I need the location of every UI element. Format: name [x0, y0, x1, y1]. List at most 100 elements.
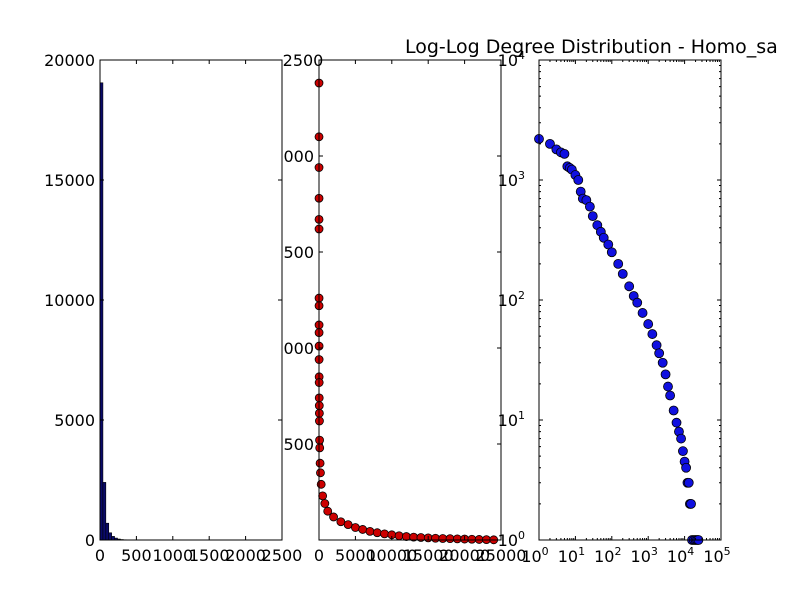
- scatter-point: [394, 531, 404, 541]
- loglog-point: [587, 211, 598, 222]
- x-tick-exponent: 5: [724, 545, 731, 558]
- loglog-point: [676, 433, 686, 444]
- y-tick-label: 0: [85, 531, 95, 550]
- y-tick-label: 103: [498, 169, 525, 190]
- y-tick-label: 500: [283, 243, 314, 262]
- loglog-point: [651, 340, 662, 351]
- scatter-point: [316, 468, 325, 478]
- histogram-bar: [111, 536, 115, 541]
- loglog-point: [606, 247, 617, 258]
- y-tick-base: 10: [498, 411, 518, 430]
- y-tick-base: 10: [498, 51, 518, 70]
- y-tick-label: 20000: [44, 51, 95, 70]
- loglog-point: [613, 258, 624, 269]
- loglog-point: [683, 477, 694, 488]
- loglog-point: [681, 462, 692, 473]
- y-tick-label: 100: [498, 529, 525, 550]
- x-tick-label: 0: [314, 546, 324, 565]
- y-tick-exponent: 4: [518, 49, 525, 62]
- scatter-point: [401, 532, 411, 541]
- x-tick-label: 25000: [476, 546, 527, 565]
- scatter-point: [320, 499, 330, 508]
- y-tick-label: 000: [283, 147, 314, 166]
- x-tick-label: 1500: [189, 546, 230, 565]
- y-tick-label: 104: [498, 49, 525, 70]
- x-tick-label: 15000: [403, 546, 454, 565]
- degree-scatter-panel: 0 500010000150002000025000500000500000250…: [283, 51, 527, 565]
- y-tick-exponent: 0: [518, 529, 525, 542]
- x-tick-label: 5000: [335, 546, 376, 565]
- y-tick-label: 5000: [54, 411, 95, 430]
- loglog-point: [660, 369, 671, 380]
- scatter-point: [431, 533, 440, 543]
- loglog-point: [545, 138, 555, 149]
- loglog-point: [668, 405, 679, 416]
- scatter-point: [316, 479, 326, 489]
- histogram-bar: [105, 522, 110, 541]
- x-tick-label: 1000: [152, 546, 193, 565]
- x-tick-exponent: 3: [651, 545, 658, 558]
- loglog-point: [559, 149, 570, 159]
- x-tick-label: 102: [594, 545, 621, 566]
- y-tick-base: 10: [498, 291, 518, 310]
- loglog-point: [657, 357, 668, 368]
- loglog-point: [573, 175, 584, 185]
- chart-title: Log-Log Degree Distribution - Homo_sa: [405, 36, 778, 58]
- x-tick-base: 10: [594, 547, 614, 566]
- x-tick-exponent: 1: [578, 545, 585, 558]
- scatter-point: [474, 535, 484, 544]
- y-tick-label: 500: [283, 435, 314, 454]
- x-tick-label: 0: [95, 546, 105, 565]
- x-tick-base: 10: [521, 547, 541, 566]
- x-tick-label: 104: [667, 545, 694, 566]
- loglog-point: [663, 381, 673, 392]
- loglog-point: [584, 201, 595, 212]
- loglog-point: [671, 417, 682, 428]
- x-tick-base: 10: [667, 547, 687, 566]
- scatter-point: [336, 517, 346, 527]
- x-tick-label: 101: [558, 545, 585, 566]
- scatter-point: [318, 491, 328, 501]
- x-tick-base: 10: [558, 547, 578, 566]
- loglog-point: [598, 232, 609, 243]
- loglog-point: [665, 390, 676, 401]
- y-tick-exponent: 1: [518, 409, 525, 422]
- scatter-point: [438, 534, 448, 543]
- scatter-point: [343, 520, 353, 530]
- y-tick-base: 10: [498, 531, 518, 550]
- loglog-point: [686, 498, 696, 509]
- y-tick-label: 10000: [44, 291, 95, 310]
- scatter-axes-frame: [318, 59, 502, 541]
- loglog-point: [617, 269, 628, 279]
- y-tick-label: 15000: [44, 171, 95, 190]
- scatter-point: [315, 458, 325, 468]
- histogram-bar: [108, 532, 112, 541]
- scatter-point: [445, 534, 455, 544]
- x-tick-label: 103: [631, 545, 658, 566]
- scatter-point: [350, 523, 360, 532]
- x-tick-label: 2500: [262, 546, 303, 565]
- y-tick-label: 102: [498, 289, 525, 310]
- x-tick-label: 20000: [439, 546, 490, 565]
- scatter-point: [358, 525, 368, 534]
- y-tick-label: 000: [283, 339, 314, 358]
- loglog-point: [624, 281, 635, 292]
- histogram-axes-frame: [99, 59, 283, 541]
- histogram-bar: [102, 482, 107, 541]
- x-tick-label: 105: [703, 545, 730, 566]
- x-tick-base: 10: [631, 547, 651, 566]
- scatter-point: [380, 529, 389, 539]
- scatter-point: [452, 534, 462, 544]
- x-tick-exponent: 4: [687, 545, 694, 558]
- y-tick-base: 10: [498, 171, 518, 190]
- x-tick-exponent: 0: [542, 545, 549, 558]
- y-tick-exponent: 3: [518, 169, 525, 182]
- x-tick-base: 10: [703, 547, 723, 566]
- loglog-point: [637, 308, 648, 318]
- loglog-axes-frame: [538, 59, 722, 541]
- scatter-point: [372, 528, 382, 538]
- scatter-point: [315, 443, 325, 453]
